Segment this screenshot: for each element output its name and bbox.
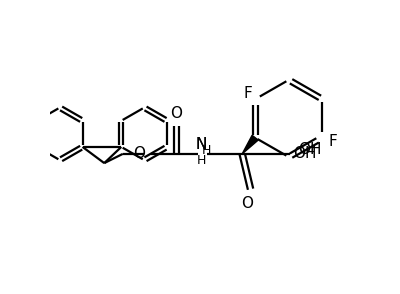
Text: F: F: [243, 86, 252, 101]
Text: OH: OH: [298, 142, 322, 157]
Text: OH: OH: [293, 146, 317, 161]
Text: F: F: [329, 134, 338, 149]
Polygon shape: [242, 135, 258, 154]
Text: O: O: [170, 106, 182, 121]
Text: N: N: [196, 137, 207, 152]
Text: H: H: [196, 154, 206, 167]
Text: N: N: [196, 137, 207, 152]
Text: H: H: [202, 144, 211, 157]
Text: O: O: [133, 146, 145, 161]
Text: O: O: [242, 196, 254, 211]
